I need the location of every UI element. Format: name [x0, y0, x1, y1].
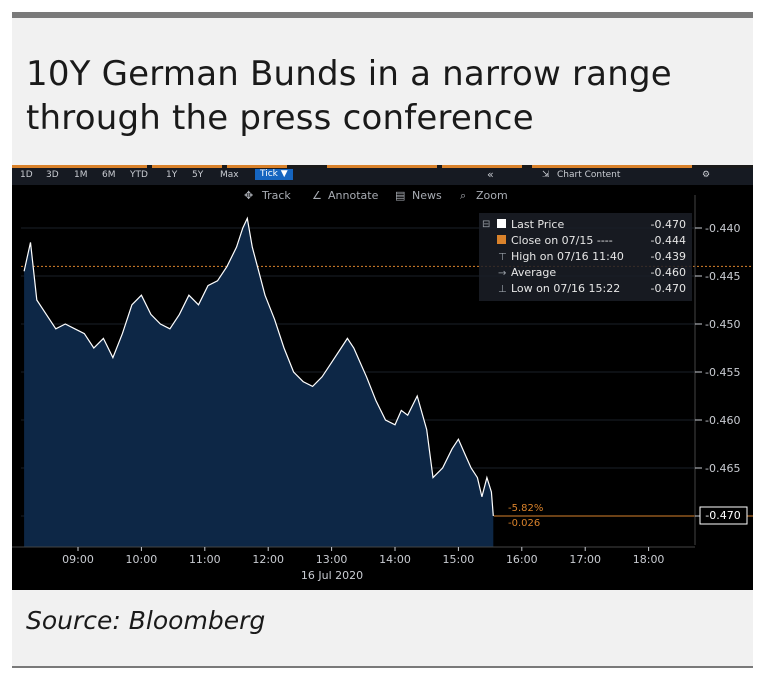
- x-tick-label: 16:00: [506, 553, 538, 566]
- y-tick-label: -0.465: [705, 462, 740, 475]
- top-rule: [12, 12, 753, 18]
- legend-swatch-last: [497, 219, 506, 228]
- y-tick-label: -0.440: [705, 222, 740, 235]
- track-icon[interactable]: ✥: [244, 189, 254, 202]
- y-tick-label: -0.445: [705, 270, 740, 283]
- zoom-button[interactable]: Zoom: [476, 189, 508, 202]
- legend-low-icon: ⊥: [498, 284, 507, 295]
- legend-high-value: -0.439: [651, 250, 686, 263]
- chart-title: 10Y German Bunds in a narrow range throu…: [26, 52, 746, 140]
- zoom-icon[interactable]: ⌕: [460, 189, 467, 202]
- legend-low-value: -0.470: [651, 282, 686, 295]
- legend-low-label: Low on 07/16 15:22: [511, 282, 620, 295]
- legend-high-label: High on 07/16 11:40: [511, 250, 624, 263]
- x-tick-label: 11:00: [189, 553, 221, 566]
- last-price-tag: [699, 506, 748, 525]
- news-icon[interactable]: ▤: [395, 189, 406, 202]
- period-toolbar: 1D 3D 1M 6M YTD 1Y 5Y Max Tick ▼ « ⇲ Cha…: [12, 165, 753, 185]
- legend-collapse-icon: ⊟: [482, 219, 490, 230]
- legend-average-label: Average: [511, 266, 556, 279]
- x-tick-label: 14:00: [379, 553, 411, 566]
- source-note: Source: Bloomberg: [26, 606, 266, 635]
- chart-content-button[interactable]: Chart Content: [557, 170, 621, 180]
- period-5y[interactable]: 5Y: [192, 170, 204, 180]
- period-tick-dropdown[interactable]: Tick ▼: [255, 169, 293, 180]
- annotate-icon[interactable]: ∠: [312, 189, 322, 202]
- legend-last-label: Last Price: [511, 218, 564, 231]
- legend-close-label: Close on 07/15 ----: [511, 234, 613, 247]
- price-line: [23, 216, 494, 517]
- y-tick-label: -0.460: [705, 414, 740, 427]
- legend-swatch-close: [497, 235, 506, 244]
- x-axis-ticks: 09:00 10:00 11:00 12:00 13:00 14:00 15:00 16:00…: [62, 547, 664, 566]
- period-1y[interactable]: 1Y: [166, 170, 178, 180]
- track-button[interactable]: Track: [262, 189, 291, 202]
- legend-average-icon: →: [498, 268, 506, 279]
- x-tick-label: 17:00: [569, 553, 601, 566]
- legend-last-value: -0.470: [651, 218, 686, 231]
- period-ytd[interactable]: YTD: [130, 170, 148, 180]
- price-chart: -0.440 -0.445 -0.450 -0.455 -0.460 -0.465 -0.4…: [12, 195, 753, 582]
- price-area: [24, 218, 494, 547]
- x-tick-label: 10:00: [126, 553, 158, 566]
- period-1m[interactable]: 1M: [74, 170, 88, 180]
- y-tick-label: -0.450: [705, 318, 740, 331]
- title-line-1: 10Y German Bunds in a narrow range: [26, 54, 672, 94]
- x-tick-label: 18:00: [633, 553, 665, 566]
- period-6m[interactable]: 6M: [102, 170, 116, 180]
- period-1d[interactable]: 1D: [20, 170, 33, 180]
- chart-content-icon[interactable]: ⇲: [542, 170, 550, 180]
- x-tick-label: 15:00: [443, 553, 475, 566]
- x-axis-label: 16 Jul 2020: [301, 569, 363, 582]
- y-axis-ticks: -0.440 -0.445 -0.450 -0.455 -0.460 -0.465 -0.4…: [695, 222, 740, 523]
- bloomberg-chart-window: 1D 3D 1M 6M YTD 1Y 5Y Max Tick ▼ « ⇲ Cha…: [12, 165, 753, 590]
- legend-high-icon: ⊤: [498, 252, 507, 263]
- x-tick-label: 09:00: [62, 553, 94, 566]
- last-price-tag-label: -0.470: [705, 509, 740, 522]
- title-line-2: through the press conference: [26, 98, 534, 138]
- x-tick-label: 12:00: [252, 553, 284, 566]
- gear-icon[interactable]: ⚙: [702, 170, 711, 180]
- collapse-button[interactable]: «: [487, 168, 494, 181]
- change-percent: -5.82%: [508, 503, 543, 514]
- legend-close-value: -0.444: [651, 234, 686, 247]
- legend-box: ⊟ Last Price -0.470 Close on 07/15 ---- …: [479, 213, 692, 301]
- news-button[interactable]: News: [412, 189, 442, 202]
- x-tick-label: 13:00: [316, 553, 348, 566]
- bottom-rule: [12, 666, 753, 668]
- period-max[interactable]: Max: [220, 170, 239, 180]
- legend-average-value: -0.460: [651, 266, 686, 279]
- change-absolute: -0.026: [508, 518, 540, 529]
- period-3d[interactable]: 3D: [46, 170, 59, 180]
- toolbar-accent-strip: [12, 165, 753, 168]
- annotate-button[interactable]: Annotate: [328, 189, 379, 202]
- y-tick-label: -0.455: [705, 366, 740, 379]
